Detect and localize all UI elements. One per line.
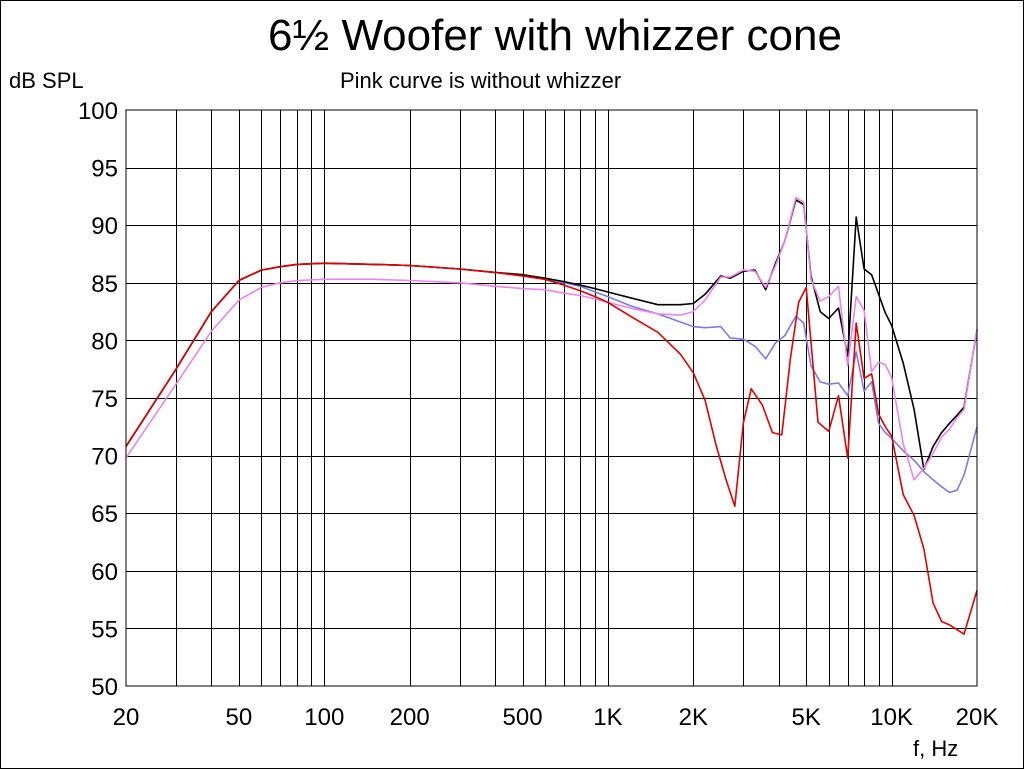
chart-subtitle: Pink curve is without whizzer <box>340 68 622 93</box>
x-tick-label: 1K <box>593 704 622 731</box>
series-line-3 <box>125 196 978 481</box>
y-tick-label: 70 <box>91 444 118 471</box>
chart-title: 6½ Woofer with whizzer cone <box>268 11 842 60</box>
x-tick-label: 50 <box>226 704 253 731</box>
plot-area-border <box>125 109 978 687</box>
series-line-1 <box>125 262 978 494</box>
x-tick-label: 200 <box>390 704 430 731</box>
x-tick-label: 20 <box>113 704 140 731</box>
series-line-4 <box>125 262 978 636</box>
y-tick-label: 55 <box>91 616 118 643</box>
y-tick-label: 50 <box>91 674 118 701</box>
x-tick-label: 2K <box>679 704 708 731</box>
x-tick-label: 10K <box>870 704 913 731</box>
x-tick-label: 500 <box>503 704 543 731</box>
grid <box>126 110 977 686</box>
y-tick-label: 85 <box>91 271 118 298</box>
x-axis-label: f, Hz <box>913 736 959 761</box>
y-tick-labels: 50 55 60 65 70 75 80 85 90 95 100 <box>78 98 118 701</box>
x-tick-label: 20K <box>956 704 999 731</box>
y-tick-label: 90 <box>91 213 118 240</box>
y-tick-label: 60 <box>91 559 118 586</box>
y-tick-label: 65 <box>91 501 118 528</box>
y-tick-label: 95 <box>91 156 118 183</box>
x-tick-labels: 20 50 100 200 500 1K 2K 5K 10K 20K <box>113 704 999 731</box>
y-tick-label: 100 <box>78 98 118 125</box>
x-tick-label: 100 <box>304 704 344 731</box>
y-tick-label: 80 <box>91 328 118 355</box>
y-axis-label: dB SPL <box>9 68 84 93</box>
y-tick-label: 75 <box>91 386 118 413</box>
x-tick-label: 5K <box>792 704 821 731</box>
series-group <box>125 196 978 636</box>
